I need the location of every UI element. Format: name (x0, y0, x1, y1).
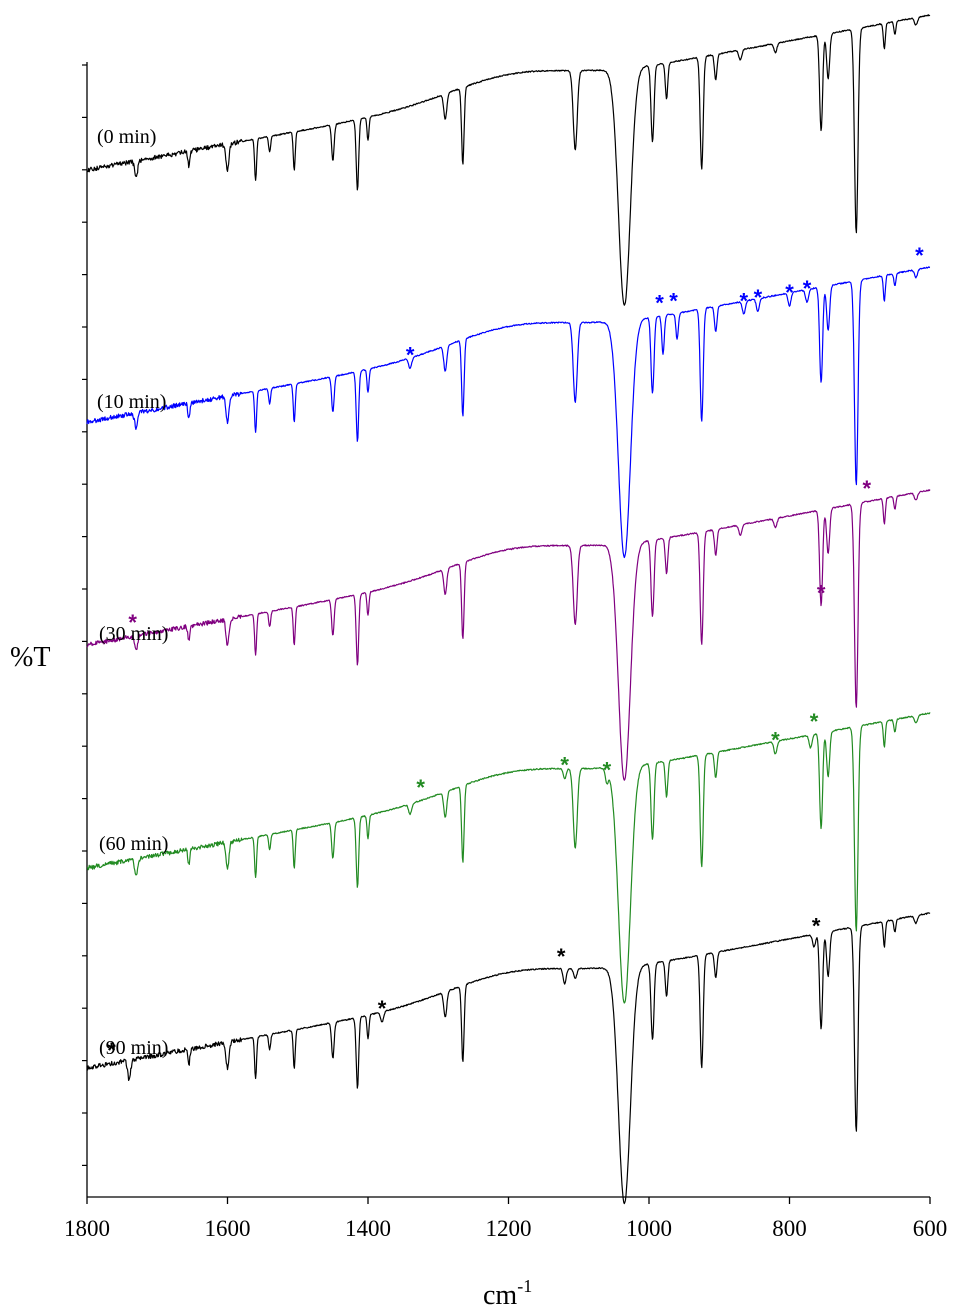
peak-marker: * (557, 944, 566, 969)
peak-marker: * (810, 709, 819, 734)
spectrum-line (86, 489, 931, 781)
series-label: (60 min) (99, 833, 168, 855)
peak-marker: * (915, 243, 924, 268)
x-tick-label: 1800 (64, 1216, 110, 1241)
peak-marker: * (560, 753, 569, 778)
spectrum-traces (86, 14, 931, 1205)
x-tick-label: 600 (913, 1216, 948, 1241)
peak-markers: ** * * * * ******* ******* (107, 243, 924, 1063)
x-tick-label: 800 (772, 1216, 807, 1241)
peak-marker: * (785, 280, 794, 305)
peak-marker: * (812, 913, 821, 938)
peak-marker: * (655, 290, 664, 315)
x-tick-label: 1600 (205, 1216, 251, 1241)
series-label: (30 min) (99, 623, 168, 645)
peak-marker: * (378, 996, 387, 1021)
peak-marker: * (803, 276, 812, 301)
series-label: (90 min) (99, 1037, 168, 1059)
peak-marker: * (128, 610, 137, 635)
peak-marker: * (754, 285, 763, 310)
x-axis-title: cm-1 (483, 1276, 532, 1311)
x-axis-title-superscript: -1 (517, 1276, 532, 1296)
peak-marker: * (416, 775, 425, 800)
series-label: (0 min) (97, 126, 156, 148)
peak-marker: * (107, 1038, 116, 1063)
series-label: (10 min) (97, 391, 166, 413)
spectrum-line (86, 912, 931, 1205)
x-tick-label: 1000 (626, 1216, 672, 1241)
peak-marker: * (817, 581, 826, 606)
axes: 1800 1600 1400 1200 1000 800 600 (64, 62, 947, 1241)
x-tick-label: 1400 (345, 1216, 391, 1241)
spectrum-line (86, 14, 931, 306)
x-tick-label: 1200 (486, 1216, 532, 1241)
series-labels: (0 min) (10 min) (30 min) (60 min) (90 min) (97, 126, 168, 1059)
peak-marker: * (862, 476, 871, 501)
peak-marker: * (603, 757, 612, 782)
peak-marker: * (740, 288, 749, 313)
y-axis-title: %T (10, 642, 50, 673)
spectrum-line (86, 266, 931, 559)
peak-marker: * (771, 728, 780, 753)
peak-marker: * (406, 342, 415, 367)
spectrum-line (86, 712, 931, 1004)
x-axis-title-base: cm (483, 1280, 517, 1311)
peak-marker: * (669, 288, 678, 313)
